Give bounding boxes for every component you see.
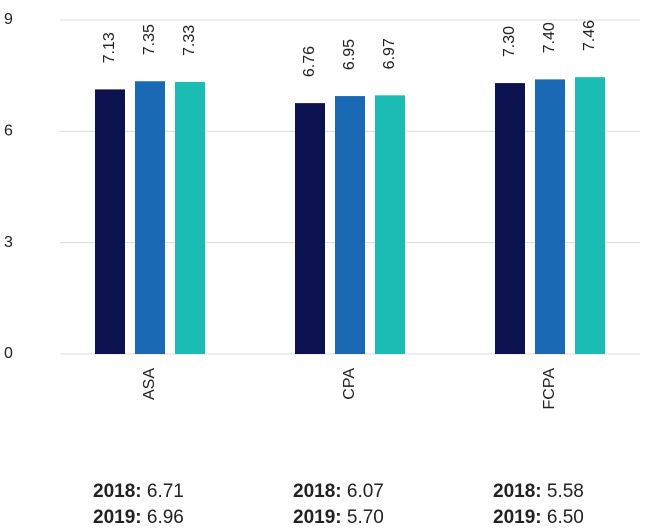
value-label: 6.97 — [381, 38, 398, 69]
annotation: 2019: 5.70 — [293, 507, 384, 528]
y-tick-label: 0 — [4, 345, 13, 362]
annotation-value: 5.58 — [547, 481, 584, 502]
annotation: 2018: 6.07 — [293, 481, 384, 502]
annotation-value: 5.70 — [347, 507, 384, 528]
bar — [575, 77, 605, 354]
annotation: 2019: 6.50 — [493, 507, 584, 528]
annotation-year: 2018: — [293, 481, 342, 502]
annotation: 2018: 5.58 — [493, 481, 584, 502]
x-tick-label: FCPA — [541, 368, 558, 410]
annotation: 2019: 6.96 — [93, 507, 184, 528]
annotation-value: 6.50 — [547, 507, 584, 528]
annotation-value: 6.96 — [147, 507, 184, 528]
annotation: 2018: 6.71 — [93, 481, 184, 502]
annotation-year: 2019: — [293, 507, 342, 528]
x-tick-label: CPA — [341, 368, 358, 400]
value-label: 7.40 — [541, 22, 558, 53]
annotation-year: 2018: — [493, 481, 542, 502]
value-label: 7.13 — [101, 32, 118, 63]
value-label: 6.76 — [301, 46, 318, 77]
value-label: 6.95 — [341, 39, 358, 70]
annotation-year: 2019: — [93, 507, 142, 528]
bar — [375, 95, 405, 354]
value-label: 7.30 — [501, 26, 518, 57]
bar — [175, 81, 205, 354]
y-tick-label: 9 — [4, 11, 13, 28]
y-tick-label: 3 — [4, 234, 13, 251]
value-label: 7.46 — [581, 20, 598, 51]
bar — [135, 81, 165, 354]
bar — [295, 103, 325, 354]
annotation-value: 6.07 — [347, 481, 384, 502]
value-label: 7.33 — [181, 25, 198, 56]
y-tick-label: 6 — [4, 123, 13, 140]
annotation-year: 2018: — [93, 481, 142, 502]
bar — [95, 89, 125, 355]
bar — [535, 79, 565, 354]
x-tick-label: ASA — [141, 368, 158, 400]
bar — [335, 96, 365, 355]
bar — [495, 83, 525, 354]
annotation-year: 2019: — [493, 507, 542, 528]
annotation-value: 6.71 — [147, 481, 184, 502]
value-label: 7.35 — [141, 24, 158, 55]
